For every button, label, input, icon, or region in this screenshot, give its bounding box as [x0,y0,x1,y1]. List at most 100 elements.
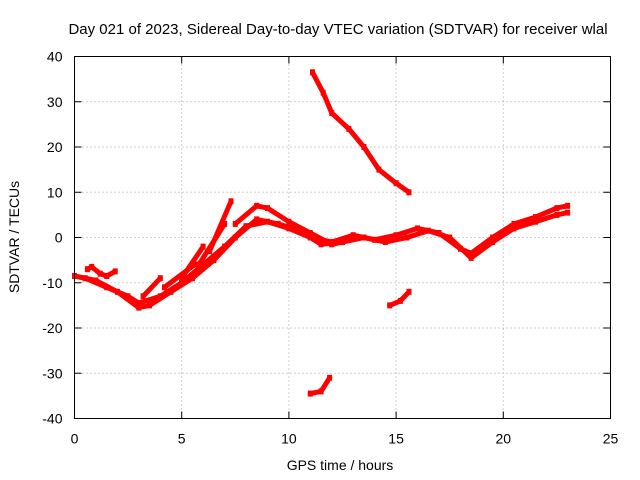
data-point [157,275,163,282]
data-point [468,254,474,261]
series-rise-1 [140,275,163,299]
data-point [327,374,333,381]
data-point [136,304,142,311]
y-tick-label: -40 [42,411,62,427]
data-point [200,261,206,268]
data-point [406,288,412,295]
data-point [265,218,270,225]
tick-marks [74,56,611,419]
x-tick-label: 0 [71,431,79,447]
data-point [447,234,453,241]
x-tick-label: 10 [281,431,297,447]
data-point [112,268,118,275]
data-point [243,223,249,230]
data-point [376,166,382,173]
data-point [307,390,313,397]
data-point [136,300,142,307]
data-point [436,230,442,236]
data-point [222,220,228,227]
x-tick-label: 5 [178,431,186,447]
data-point [318,388,324,395]
data-point [406,189,412,196]
data-point [350,232,356,239]
data-point [320,89,326,96]
y-tick-label: -30 [42,365,62,381]
data-point [533,214,538,221]
y-tick-label: 20 [47,139,63,155]
data-point [457,245,463,252]
data-point [415,225,420,232]
data-point [104,273,110,279]
data-point [318,241,324,248]
data-point [565,209,571,216]
x-tick-labels: 0 5 10 15 20 25 [71,431,619,447]
x-axis-title: GPS time / hours [287,457,394,473]
data-point [554,211,560,218]
series-main-arc-b [82,203,571,306]
data-point [468,250,474,257]
data-point [404,234,410,241]
x-tick-label: 25 [603,431,619,447]
y-tick-labels: -40 -30 -20 -10 0 10 20 30 40 [42,49,62,427]
series-rise-5 [207,198,234,254]
data-point [211,257,217,264]
data-point [254,216,260,223]
y-axis-title: SDTVAR / TECUs [6,181,22,293]
y-tick-label: 30 [47,94,63,110]
data-point [82,275,88,282]
data-point [533,218,538,225]
data-point [554,205,560,212]
data-point [393,232,399,239]
data-point [189,275,195,282]
data-point [179,279,185,286]
y-tick-label: 40 [47,49,63,65]
data-point [329,110,335,117]
data-point [490,234,496,241]
data-point [397,297,403,304]
y-tick-label: 0 [55,230,63,246]
data-point [157,293,163,300]
series-group [72,69,571,397]
series-arc-high [310,69,412,195]
data-point [140,293,146,300]
data-point [232,220,238,227]
data-point [97,270,103,277]
data-point [147,302,152,309]
y-tick-label: 10 [47,184,63,200]
data-point [89,263,95,270]
data-point [329,241,335,248]
data-point [565,202,571,209]
data-point [200,243,206,250]
data-point [382,239,388,245]
y-tick-label: -20 [42,320,62,336]
y-tick-label: -10 [42,275,62,291]
series-rise-3 [179,244,206,281]
data-point [207,248,213,255]
data-point [393,180,399,187]
data-point [490,239,496,245]
data-point [228,198,234,205]
data-point [511,225,517,232]
x-tick-label: 15 [388,431,404,447]
x-tick-label: 20 [496,431,512,447]
data-point [511,220,517,227]
data-point [84,266,90,273]
data-point [179,275,185,282]
data-point [196,261,202,268]
data-point [307,230,313,236]
data-point [104,284,110,291]
data-point [310,69,315,76]
data-point [372,236,378,243]
data-point [125,293,131,300]
data-point [286,225,292,232]
data-point [192,261,198,268]
data-point [286,218,292,225]
data-point [387,302,393,309]
data-point [222,243,228,250]
chart-title: Day 021 of 2023, Sidereal Day-to-day VTE… [68,21,607,38]
data-point [361,144,367,150]
data-point [340,239,345,245]
data-point [346,125,352,132]
data-point [307,234,313,241]
